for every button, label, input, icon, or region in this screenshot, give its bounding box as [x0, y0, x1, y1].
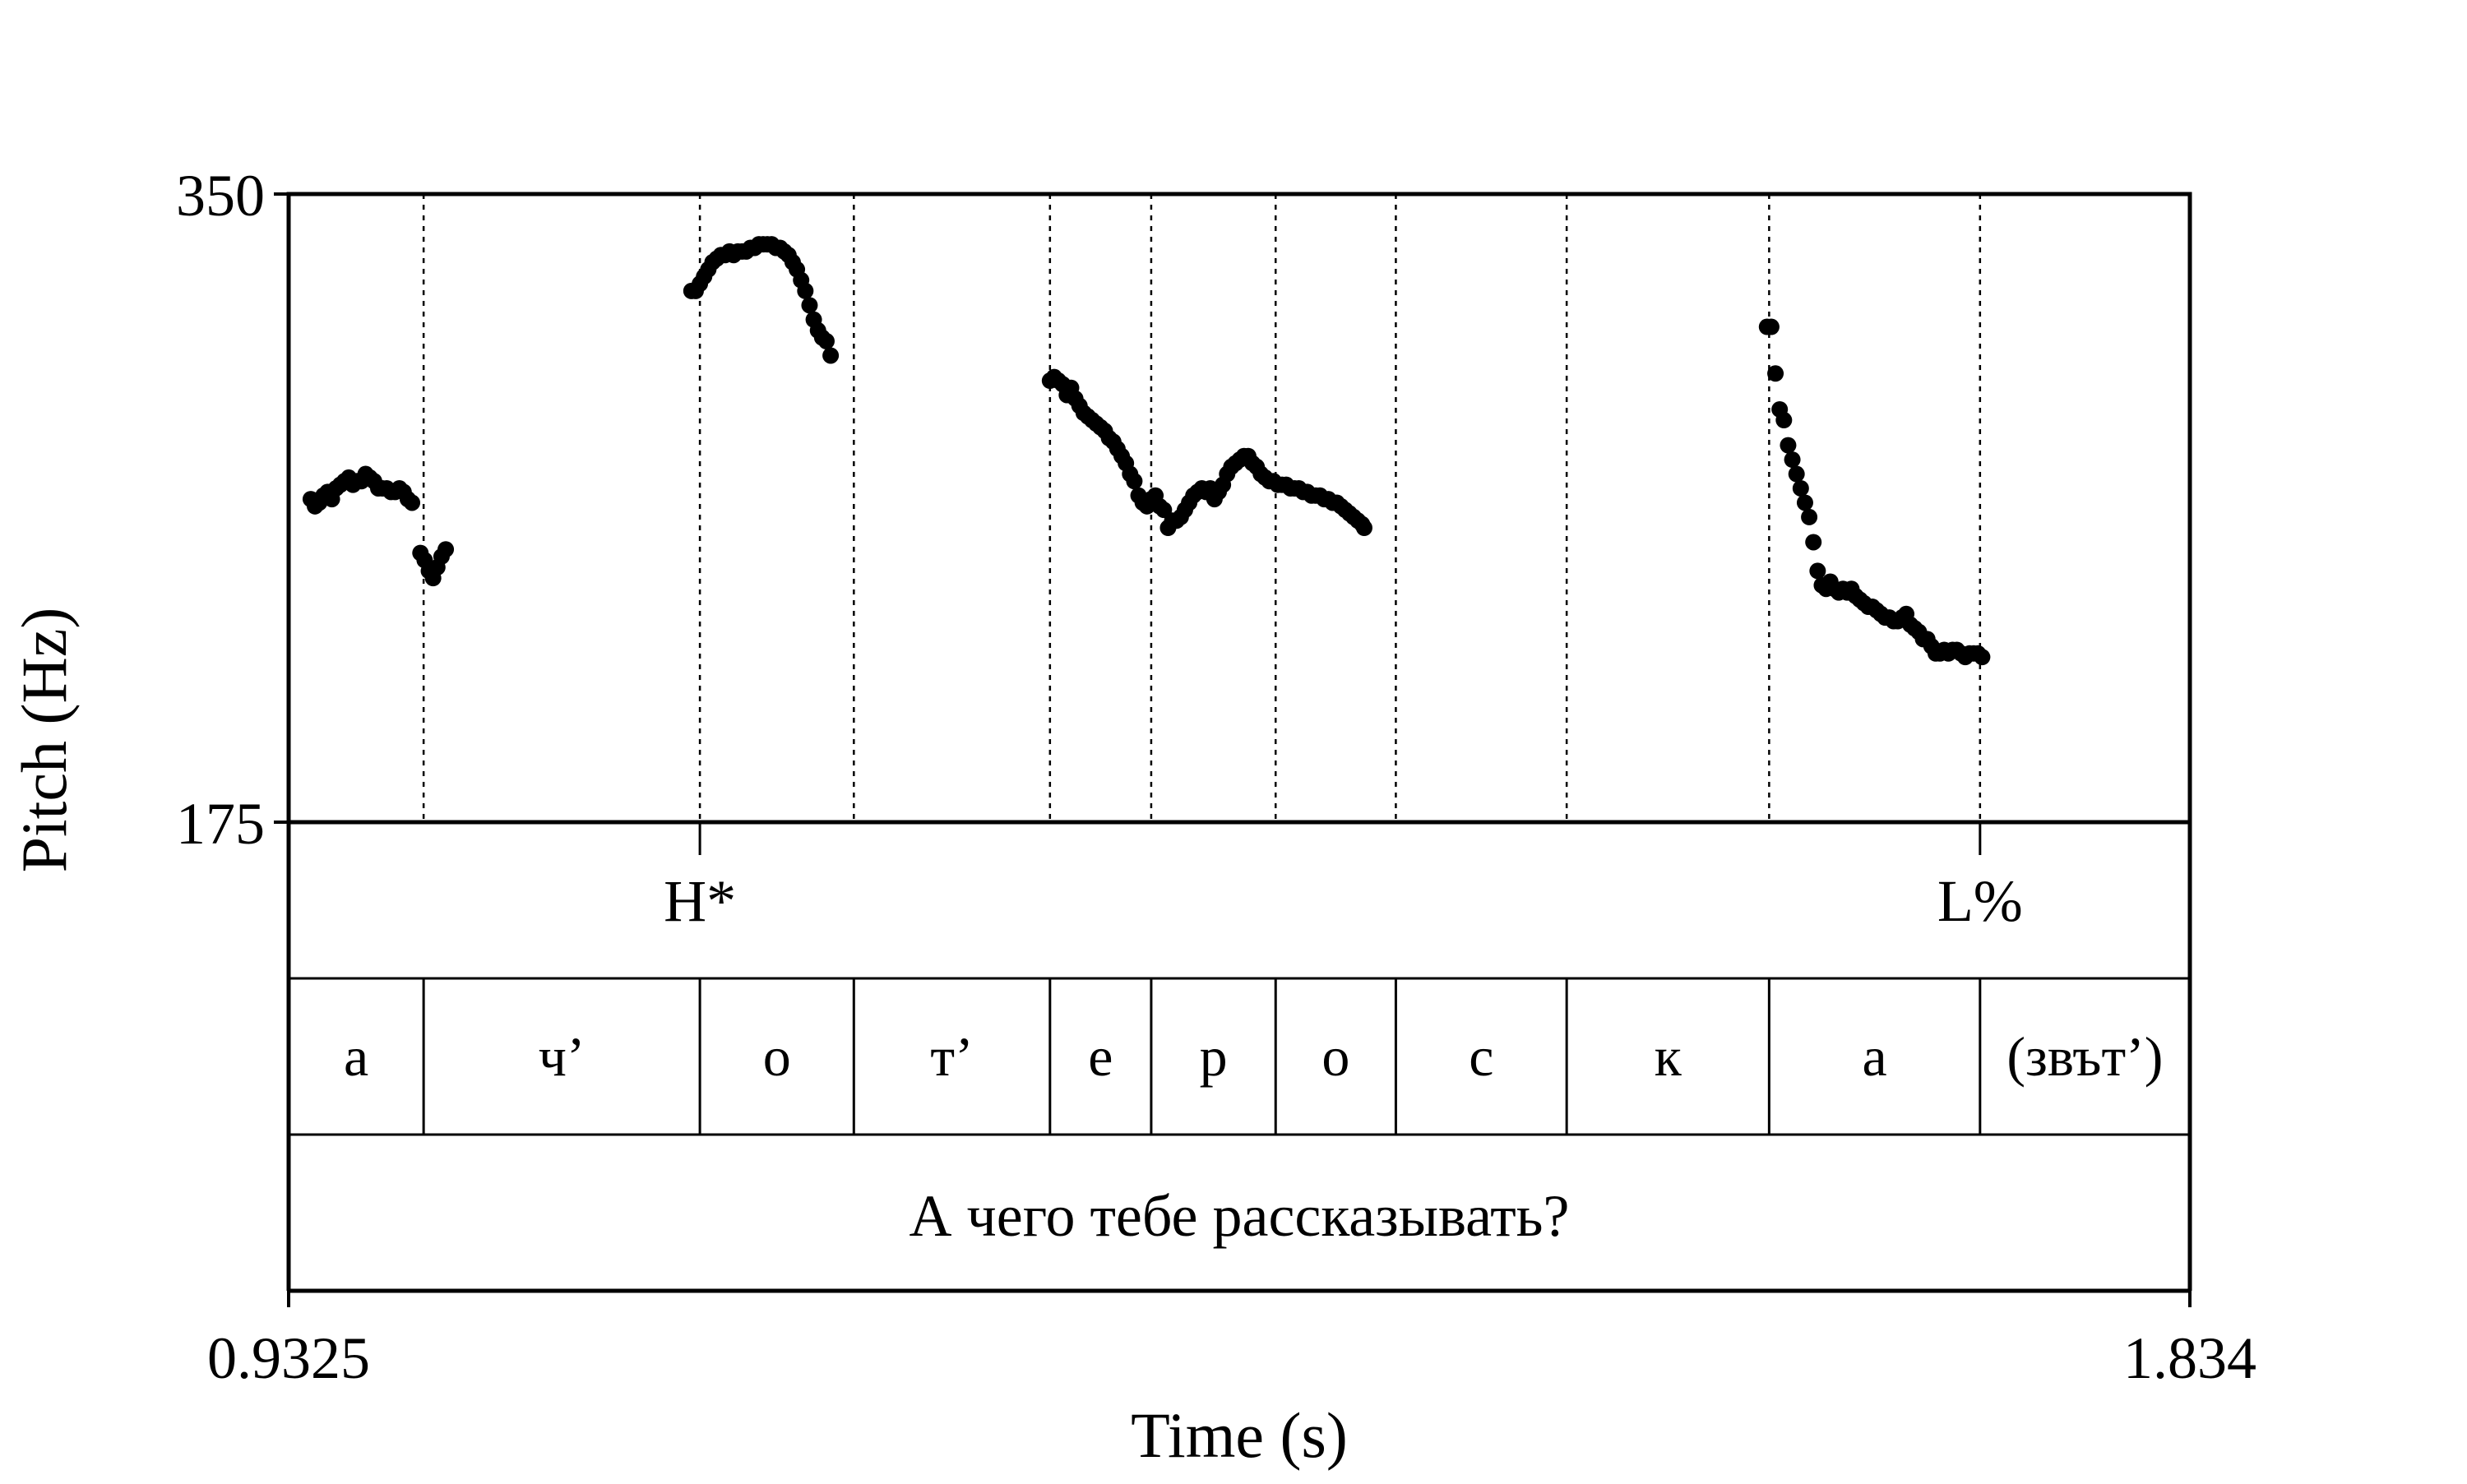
pitch-point-59	[797, 282, 814, 299]
pitch-point-147	[1780, 437, 1797, 454]
pitch-point-146	[1775, 412, 1793, 429]
pitch-point-152	[1801, 508, 1818, 525]
tone-label-1: L%	[1937, 868, 2023, 934]
pitch-point-148	[1784, 451, 1801, 469]
segment-label-5: р	[1200, 1025, 1228, 1088]
pitch-point-143	[1762, 318, 1780, 335]
pitch-point-65	[822, 347, 840, 364]
tone-marks: H* L%	[664, 822, 2023, 934]
x-axis-title: Time (s)	[1131, 1399, 1348, 1471]
tone-tier	[287, 821, 2192, 980]
segment-label-10: (звът’)	[2006, 1025, 2163, 1088]
pitch-point-150	[1792, 479, 1809, 497]
x-tick-label-left: 0.9325	[207, 1325, 370, 1391]
y-tick-label-top: 350	[176, 163, 265, 229]
x-tick-label-right: 1.834	[2123, 1325, 2256, 1391]
pitch-point-154	[1809, 562, 1826, 580]
pitch-point-149	[1788, 465, 1805, 483]
pitch-point-151	[1796, 494, 1813, 511]
utterance-text: А чего тебе рассказывать?	[910, 1183, 1570, 1249]
pitch-panel-frame	[286, 192, 2192, 825]
pitch-point-141	[1355, 520, 1372, 537]
segment-label-6: о	[1321, 1025, 1349, 1088]
segment-label-0: а	[344, 1025, 368, 1088]
segment-label-3: т’	[930, 1025, 973, 1088]
tone-label-0: H*	[664, 868, 736, 934]
pitch-point-60	[801, 297, 818, 314]
pitch-point-24	[404, 494, 421, 511]
segment-boundaries	[422, 194, 1982, 1135]
pitch-point-86	[1126, 473, 1143, 490]
segment-label-9: а	[1862, 1025, 1886, 1088]
segment-label-7: с	[1469, 1025, 1493, 1088]
pitch-point-153	[1805, 534, 1822, 551]
segment-label-4: е	[1088, 1025, 1113, 1088]
segment-labels: а ч’ о т’ е р о с к а (звът’)	[344, 1025, 2163, 1088]
pitch-point-64	[817, 332, 835, 349]
y-tick-label-bottom: 175	[176, 791, 265, 857]
y-axis-title: Pitch (Hz)	[8, 608, 80, 873]
segment-label-8: к	[1655, 1025, 1682, 1088]
pitch-point-144	[1767, 365, 1784, 382]
pitch-point-31	[437, 541, 455, 558]
segment-label-1: ч’	[539, 1025, 586, 1088]
pitch-point-193	[1974, 649, 1991, 666]
segment-label-2: о	[763, 1025, 791, 1088]
pitch-points	[302, 236, 1991, 666]
